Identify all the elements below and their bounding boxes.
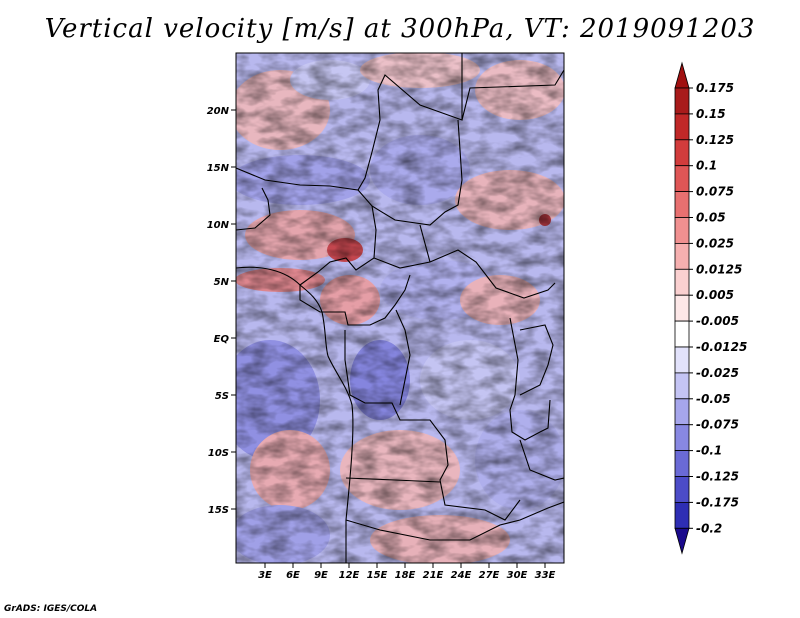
- colorbar-swatch: [674, 139, 690, 167]
- colorbar-swatch: [674, 294, 690, 322]
- lat-label: 5N: [214, 277, 230, 288]
- colorbar-label: -0.025: [696, 366, 739, 380]
- lon-label: 24E: [451, 570, 472, 581]
- colorbar-swatch: [674, 217, 690, 244]
- colorbar-label: -0.1: [696, 444, 722, 458]
- colorbar-swatch: [674, 165, 690, 192]
- colorbar-label: 0.125: [696, 133, 734, 147]
- colorbar-swatch: [674, 113, 690, 141]
- colorbar-swatch: [674, 476, 690, 503]
- colorbar-swatch: [674, 320, 690, 348]
- colorbar: 0.175 0.15 0.125 0.1 0.075 0.05 0.025 0.0125 0.0…: [674, 61, 747, 555]
- colorbar-label: 0.05: [696, 211, 726, 225]
- colorbar-top-arrow: [674, 61, 690, 89]
- grads-credit: GrADS: IGES/COLA: [4, 604, 98, 614]
- colorbar-label: 0.0125: [696, 262, 742, 276]
- colorbar-swatch: [674, 87, 690, 115]
- lon-label: 15E: [367, 570, 388, 581]
- velocity-field: [236, 53, 564, 563]
- lon-label: 30E: [507, 570, 528, 581]
- colorbar-label: 0.175: [696, 81, 734, 95]
- colorbar-label: 0.025: [696, 236, 734, 250]
- lat-label: 10S: [208, 448, 229, 459]
- colorbar-swatch: [674, 191, 690, 218]
- colorbar-label: -0.005: [696, 314, 739, 328]
- colorbar-swatch: [674, 450, 690, 477]
- colorbar-label: -0.2: [696, 521, 722, 535]
- lat-label: EQ: [214, 334, 230, 345]
- colorbar-label: -0.075: [696, 418, 739, 432]
- colorbar-label: 0.075: [696, 185, 734, 199]
- colorbar-swatch: [674, 501, 690, 529]
- map-frame: [235, 52, 565, 564]
- colorbar-label: 0.15: [696, 107, 726, 121]
- colorbar-swatch: [674, 372, 690, 400]
- colorbar-swatch: [674, 242, 690, 270]
- lat-label: 5S: [215, 391, 229, 402]
- colorbar-label: 0.1: [696, 159, 717, 173]
- lat-label: 15N: [207, 163, 230, 174]
- lon-label: 12E: [339, 570, 360, 581]
- colorbar-label: -0.175: [696, 495, 739, 509]
- lon-label: 18E: [395, 570, 416, 581]
- colorbar-label: -0.05: [696, 392, 731, 406]
- colorbar-label: 0.005: [696, 288, 734, 302]
- country-borders: [236, 53, 564, 563]
- axis-ticks: [231, 109, 546, 568]
- lon-label: 6E: [286, 570, 300, 581]
- lon-label: 9E: [314, 570, 328, 581]
- lat-label: 20N: [207, 106, 230, 117]
- lon-label: 27E: [479, 570, 500, 581]
- colorbar-label: -0.0125: [696, 340, 747, 354]
- lat-label: 10N: [207, 220, 230, 231]
- colorbar-swatch: [674, 398, 690, 426]
- colorbar-swatch: [674, 268, 690, 296]
- colorbar-swatch: [674, 346, 690, 374]
- colorbar-swatch: [674, 424, 690, 452]
- colorbar-label: -0.125: [696, 470, 739, 484]
- colorbar-bottom-arrow: [674, 527, 690, 555]
- lon-label: 21E: [423, 570, 444, 581]
- lat-label: 15S: [208, 505, 229, 516]
- lon-label: 33E: [535, 570, 556, 581]
- lon-label: 3E: [258, 570, 272, 581]
- chart-title: Vertical velocity [m/s] at 300hPa, VT: 2…: [44, 14, 756, 44]
